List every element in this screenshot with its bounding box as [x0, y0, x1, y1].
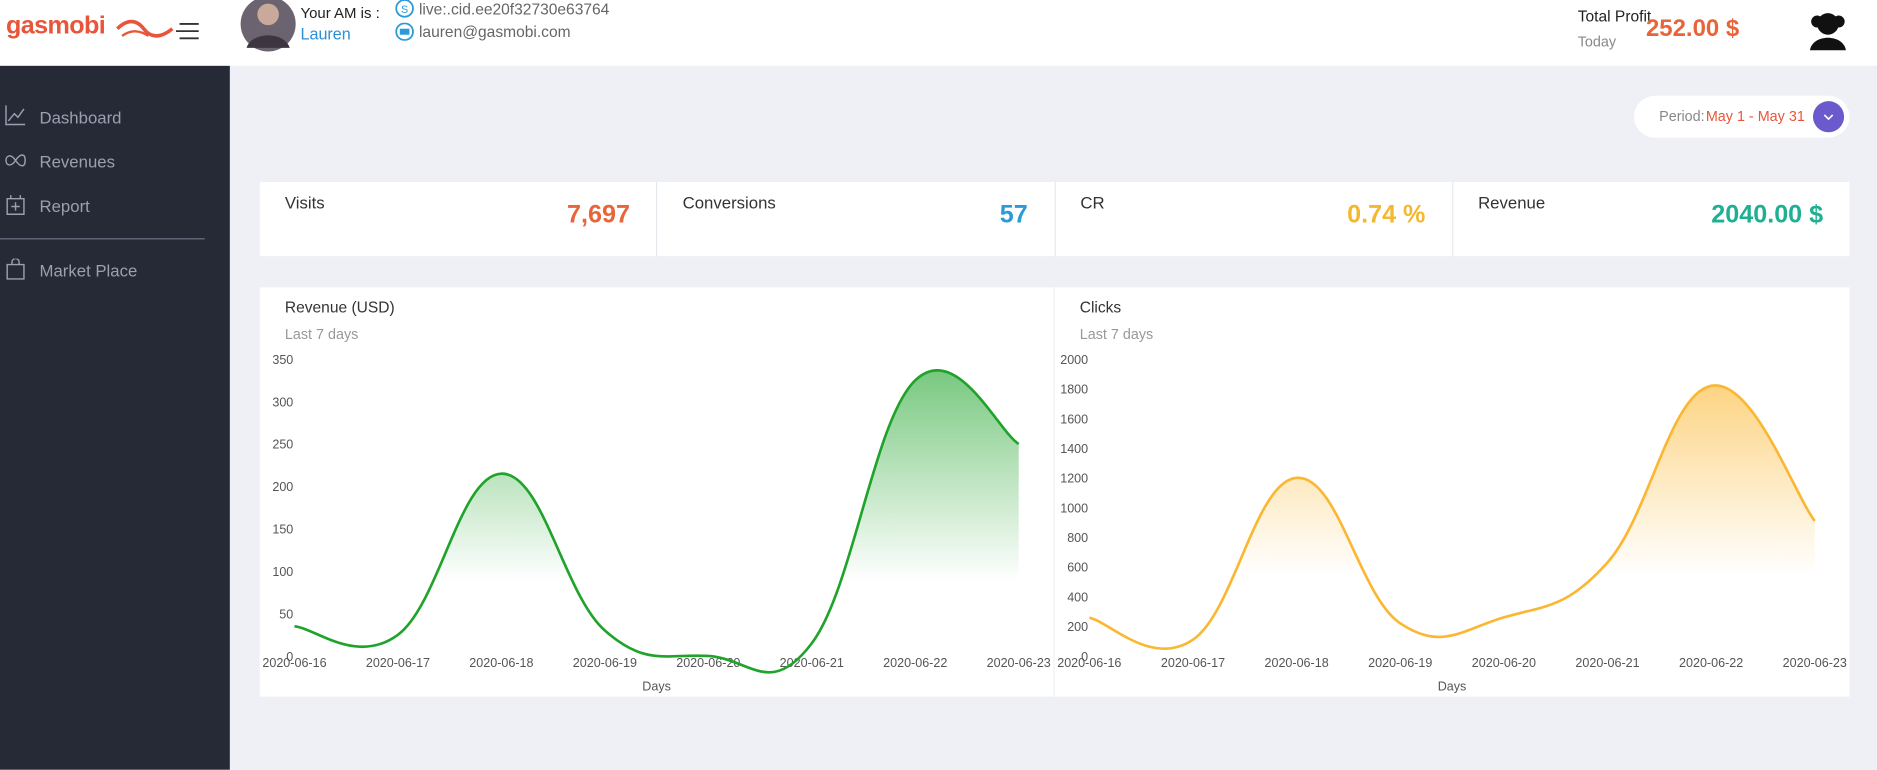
stat-value: 0.74 %: [1347, 201, 1426, 229]
y-tick-label: 1000: [1060, 501, 1088, 515]
stat-label: Revenue: [1478, 192, 1546, 212]
x-tick-label: 2020-06-18: [1265, 656, 1329, 670]
am-avatar: [240, 0, 296, 52]
x-tick-label: 2020-06-19: [1368, 656, 1432, 670]
y-tick-label: 400: [1067, 590, 1088, 604]
stat-card: Visits 7,697: [260, 181, 658, 257]
email-icon: [395, 22, 414, 41]
profit-period: Today: [1577, 33, 1617, 51]
y-tick-label: 1600: [1060, 412, 1088, 426]
skype-icon: S: [395, 0, 414, 18]
x-tick-label: 2020-06-23: [1783, 656, 1847, 670]
period-label: Period:: [1659, 107, 1705, 125]
x-tick-label: 2020-06-16: [262, 656, 326, 670]
y-tick-label: 250: [272, 438, 293, 452]
chart-subtitle: Last 7 days: [285, 327, 358, 343]
stat-card: CR 0.74 %: [1055, 181, 1453, 257]
profit-label: Total Profit: [1577, 7, 1652, 26]
x-tick-label: 2020-06-22: [883, 656, 947, 670]
y-tick-label: 50: [279, 607, 293, 621]
stats-bar: Visits 7,697 Conversions 57 CR 0.74 % Reven…: [259, 181, 1850, 257]
am-skype[interactable]: live:.cid.ee20f32730e63764: [418, 0, 610, 18]
stat-value: 2040.00 $: [1711, 201, 1824, 229]
menu-toggle[interactable]: [175, 20, 201, 42]
y-tick-label: 150: [272, 523, 293, 537]
stat-label: CR: [1080, 192, 1105, 212]
chart-subtitle: Last 7 days: [1080, 327, 1153, 343]
stat-value: 7,697: [567, 201, 630, 229]
y-tick-label: 300: [272, 395, 293, 409]
x-tick-label: 2020-06-17: [366, 656, 430, 670]
y-tick-label: 200: [272, 480, 293, 494]
x-tick-label: 2020-06-16: [1057, 656, 1121, 670]
chart-title: Revenue (USD): [285, 299, 395, 316]
y-tick-label: 100: [272, 565, 293, 579]
y-tick-label: 1200: [1060, 472, 1088, 486]
report-icon: [6, 195, 25, 215]
line: [1088, 384, 1816, 650]
market-icon: [6, 258, 25, 280]
x-tick-label: 2020-06-18: [469, 656, 533, 670]
x-tick-label: 2020-06-22: [1679, 656, 1743, 670]
nav-market-place[interactable]: Market Place: [39, 260, 138, 281]
x-axis-label: Days: [1438, 680, 1467, 694]
profit-value: 252.00 $: [1645, 15, 1740, 42]
y-tick-label: 1400: [1060, 442, 1088, 456]
area-fill: [294, 370, 1019, 673]
dashboard-icon: [5, 105, 26, 126]
y-tick-label: 350: [272, 353, 293, 367]
period-selector[interactable]: Period: May 1 - May 31: [1634, 95, 1850, 138]
y-tick-label: 200: [1067, 620, 1088, 634]
stat-label: Visits: [284, 192, 325, 212]
line: [294, 369, 1020, 674]
user-menu[interactable]: [1805, 7, 1850, 52]
am-email[interactable]: lauren@gasmobi.com: [418, 22, 571, 41]
am-label: Your AM is :: [300, 4, 380, 22]
x-tick-label: 2020-06-19: [573, 656, 637, 670]
stat-label: Conversions: [682, 192, 776, 212]
period-value: May 1 - May 31: [1705, 107, 1805, 125]
y-tick-label: 0: [1081, 650, 1088, 664]
revenues-icon: [5, 154, 26, 167]
period-dropdown[interactable]: [1812, 101, 1845, 133]
revenue-chart: Revenue (USD) Last 7 days 0 50 100 150 200 250 3…: [259, 287, 1054, 697]
y-tick-label: 800: [1067, 531, 1088, 545]
stat-card: Revenue 2040.00 $: [1453, 182, 1850, 256]
y-tick-label: 1800: [1060, 383, 1088, 397]
nav-report[interactable]: Report: [39, 196, 90, 216]
area-fill: [1089, 385, 1815, 656]
x-tick-label: 2020-06-17: [1161, 656, 1225, 670]
svg-text:S: S: [401, 4, 408, 16]
header: gasmobi Your AM is : Lauren S live:.cid.…: [0, 0, 1877, 66]
x-tick-label: 2020-06-23: [987, 656, 1051, 670]
x-tick-label: 2020-06-20: [1472, 656, 1536, 670]
chart-title: Clicks: [1080, 299, 1122, 316]
sidebar: Dashboard Revenues Report Market Place: [0, 65, 230, 770]
nav-revenues[interactable]: Revenues: [39, 152, 115, 172]
logo[interactable]: gasmobi: [5, 11, 106, 40]
y-tick-label: 600: [1067, 561, 1088, 575]
stat-card: Conversions 57: [657, 181, 1056, 257]
x-tick-label: 2020-06-21: [1575, 656, 1639, 670]
nav-dashboard[interactable]: Dashboard: [39, 107, 122, 127]
sidebar-divider: [0, 238, 205, 240]
stat-value: 57: [999, 201, 1028, 229]
y-tick-label: 0: [286, 650, 293, 664]
am-name[interactable]: Lauren: [300, 25, 351, 44]
y-tick-label: 2000: [1060, 353, 1088, 367]
clicks-chart: Clicks Last 7 days 0 200 400 600 800 1000 1200 14…: [1054, 287, 1850, 697]
x-axis-label: Days: [642, 680, 671, 694]
logo-swirl: [116, 19, 174, 38]
